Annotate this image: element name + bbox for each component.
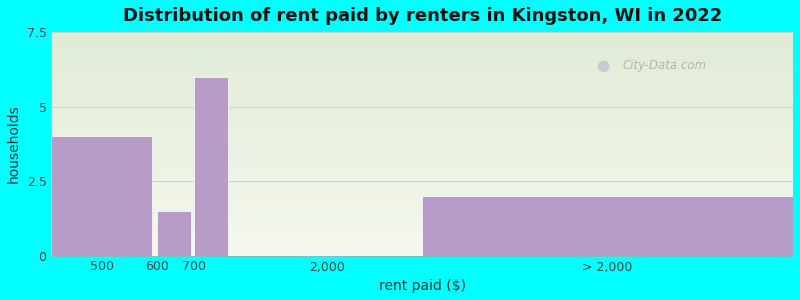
Y-axis label: households: households [7,104,21,183]
Bar [51,136,152,256]
Bar [194,77,228,256]
Text: ●: ● [597,58,610,73]
Bar [158,211,191,256]
Bar [422,196,793,256]
Title: Distribution of rent paid by renters in Kingston, WI in 2022: Distribution of rent paid by renters in … [122,7,722,25]
X-axis label: rent paid ($): rent paid ($) [378,279,466,293]
Text: City-Data.com: City-Data.com [622,59,706,72]
